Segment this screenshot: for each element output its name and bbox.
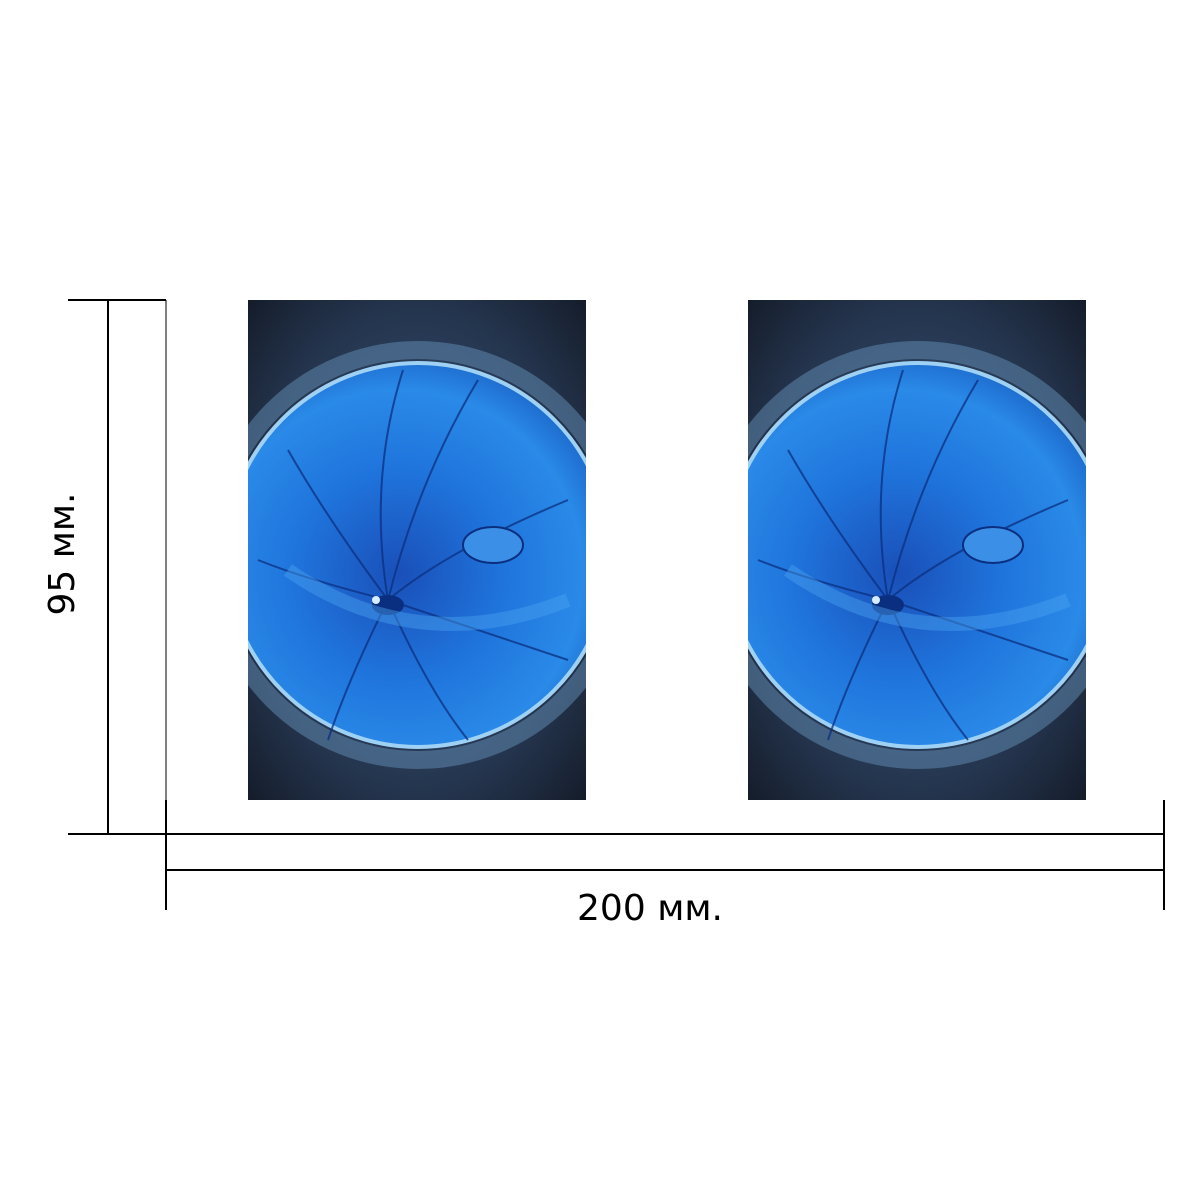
blue-swirl-photo-icon bbox=[748, 300, 1086, 800]
width-label: 200 мм. bbox=[577, 888, 723, 929]
height-label: 95 мм. bbox=[42, 492, 83, 616]
blue-swirl-photo-icon bbox=[248, 300, 586, 800]
photo-panel-right bbox=[748, 300, 1086, 800]
photo-panel-left bbox=[248, 300, 586, 800]
